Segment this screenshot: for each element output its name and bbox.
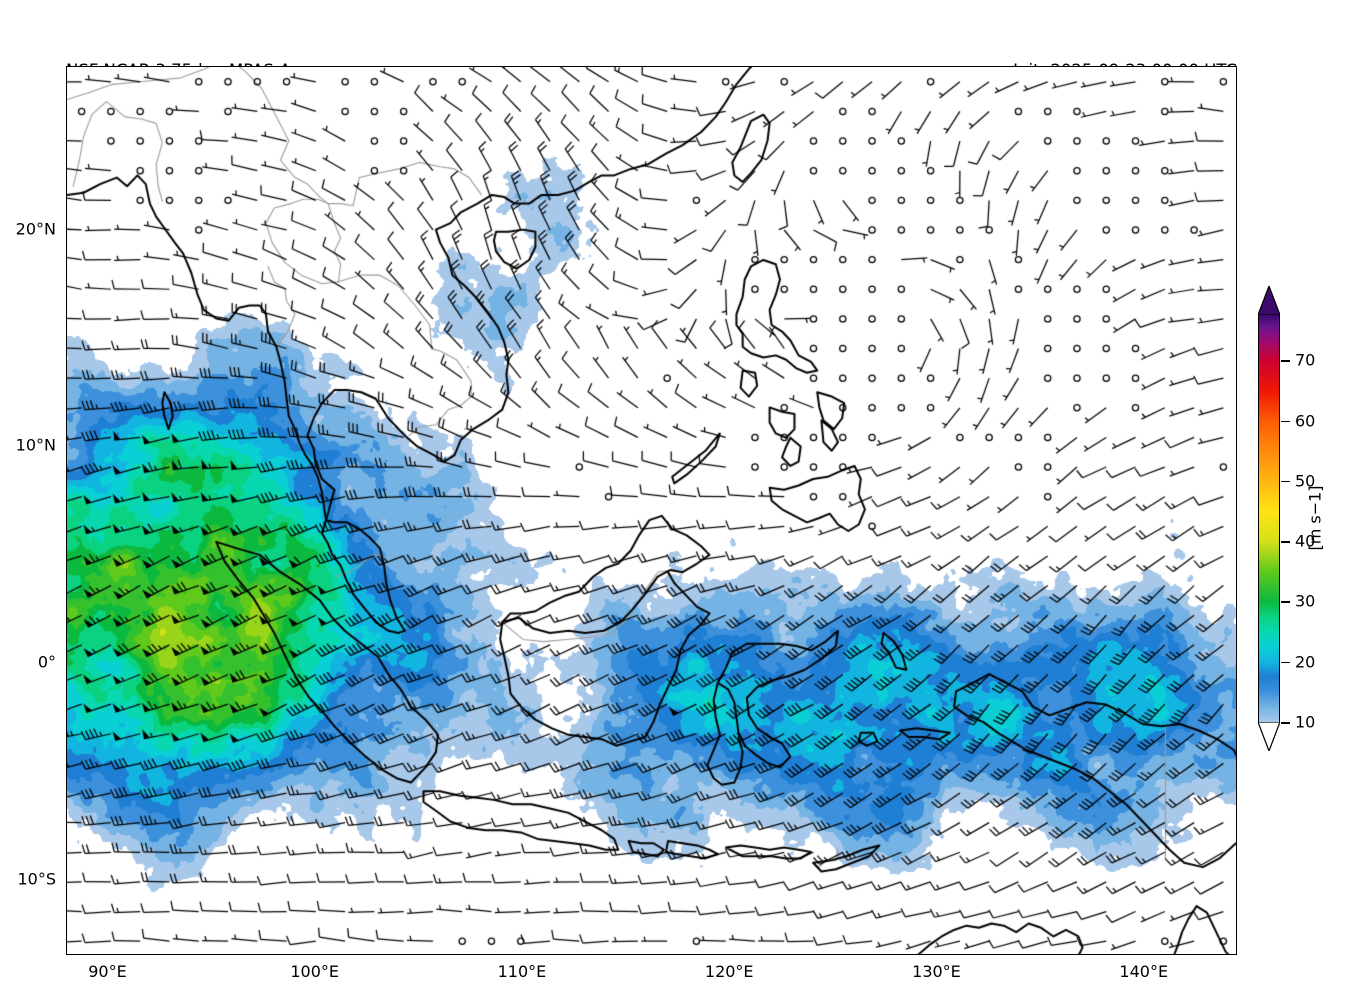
colorbar-under-arrow	[1258, 722, 1280, 751]
colorbar-gradient	[1259, 315, 1279, 722]
colorbar-ticklabel-30: 30	[1295, 591, 1316, 611]
colorbar-unit-label: [m s−1]	[1305, 485, 1325, 551]
x-tick-130°E: 130°E	[912, 962, 961, 981]
colorbar-tick-70	[1281, 360, 1290, 362]
x-tick-90°E: 90°E	[88, 962, 127, 981]
colorbar-ticklabel-60: 60	[1295, 411, 1316, 431]
colorbar-ticklabel-40: 40	[1295, 531, 1316, 551]
colorbar-ticklabel-50: 50	[1295, 471, 1316, 491]
y-tick-10°N: 10°N	[15, 435, 56, 455]
y-tick-0°: 0°	[37, 652, 56, 672]
colorbar-tick-10	[1281, 722, 1290, 724]
colorbar-over-arrow	[1258, 286, 1280, 315]
colorbar-ticklabel-10: 10	[1295, 712, 1316, 732]
colorbar-tick-20	[1281, 661, 1290, 664]
x-tick-100°E: 100°E	[290, 962, 340, 981]
wind-barb-layer	[67, 67, 1236, 954]
colorbar-gradient-body: 10 20 30 40 50 60 70	[1258, 315, 1315, 732]
colorbar-tick-50	[1281, 480, 1290, 483]
x-tick-120°E: 120°E	[704, 962, 754, 981]
map-plot-area	[66, 66, 1237, 955]
colorbar-tick-60	[1281, 420, 1290, 423]
colorbar: 10 20 30 40 50 60 70	[1258, 286, 1315, 751]
colorbar-tick-40	[1281, 541, 1290, 543]
y-tick-20°N: 20°N	[15, 219, 56, 239]
colorbar-ticklabel-70: 70	[1295, 350, 1316, 370]
colorbar-tick-30	[1281, 601, 1290, 603]
colorbar-ticklabel-20: 20	[1295, 652, 1316, 672]
x-tick-110°E: 110°E	[497, 962, 547, 981]
y-tick-10°S: 10°S	[17, 869, 56, 889]
x-tick-140°E: 140°E	[1119, 962, 1169, 981]
